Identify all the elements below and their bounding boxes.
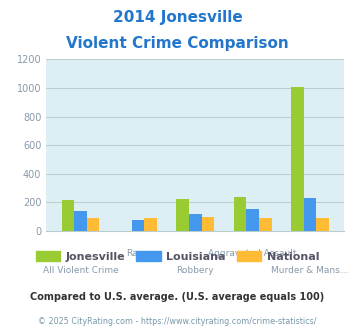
Bar [234, 197, 246, 231]
Bar [87, 218, 99, 231]
Text: Aggravated Assault: Aggravated Assault [208, 249, 297, 258]
Legend: Jonesville, Louisiana, National: Jonesville, Louisiana, National [31, 247, 324, 266]
Bar [246, 209, 259, 231]
Bar [132, 220, 144, 231]
Text: Violent Crime Comparison: Violent Crime Comparison [66, 36, 289, 51]
Bar [144, 218, 157, 231]
Bar [74, 211, 87, 231]
Bar [176, 199, 189, 231]
Text: Rape: Rape [126, 249, 149, 258]
Bar [291, 86, 304, 231]
Bar [202, 217, 214, 231]
Bar [304, 198, 316, 231]
Bar [259, 218, 272, 231]
Text: All Violent Crime: All Violent Crime [43, 266, 119, 275]
Text: Compared to U.S. average. (U.S. average equals 100): Compared to U.S. average. (U.S. average … [31, 292, 324, 302]
Text: 2014 Jonesville: 2014 Jonesville [113, 10, 242, 25]
Bar [189, 214, 202, 231]
Text: Murder & Mans...: Murder & Mans... [271, 266, 349, 275]
Text: © 2025 CityRating.com - https://www.cityrating.com/crime-statistics/: © 2025 CityRating.com - https://www.city… [38, 317, 317, 326]
Text: Robbery: Robbery [176, 266, 214, 275]
Bar [316, 218, 329, 231]
Bar [62, 200, 74, 231]
